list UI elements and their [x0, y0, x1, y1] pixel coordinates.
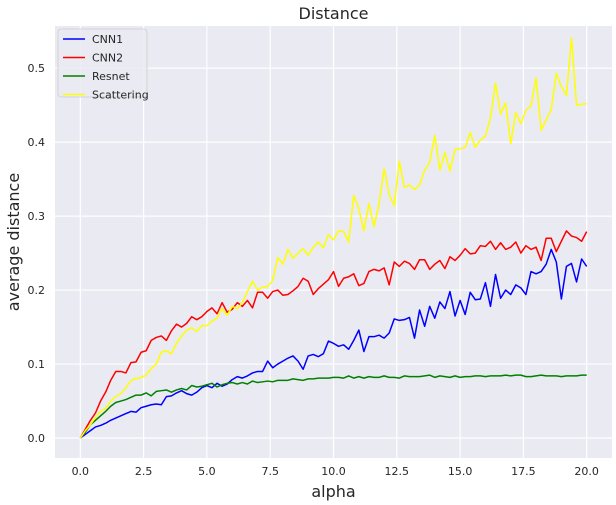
y-tick-label: 0.4 [28, 136, 46, 149]
series-line-cnn1 [79, 248, 588, 439]
y-tick-label: 0.3 [28, 210, 46, 223]
chart-title: Distance [299, 4, 369, 23]
x-tick-label: 17.5 [511, 465, 536, 478]
y-tick-label: 0.1 [28, 358, 46, 371]
y-tick-label: 0.2 [28, 284, 46, 297]
series-line-cnn2 [79, 230, 588, 439]
x-tick-label: 0.0 [72, 465, 90, 478]
legend-label-cnn2: CNN2 [92, 52, 123, 65]
x-tick-label: 15.0 [448, 465, 473, 478]
legend-label-scattering: Scattering [92, 89, 149, 102]
x-tick-label: 2.5 [135, 465, 153, 478]
legend: CNN1 CNN2 Resnet Scattering [57, 28, 149, 102]
legend-box [57, 28, 148, 98]
x-tick-label: 7.5 [261, 465, 279, 478]
grid [55, 26, 612, 458]
x-tick-label: 5.0 [198, 465, 216, 478]
tick-labels: 0.0 2.5 5.0 7.5 10.0 12.5 15.0 17.5 20.0 0.0 0.1 0.… [28, 62, 599, 478]
x-tick-label: 12.5 [385, 465, 410, 478]
legend-label-cnn1: CNN1 [92, 33, 123, 46]
series-lines [79, 37, 588, 439]
legend-label-resnet: Resnet [92, 70, 130, 83]
series-line-resnet [79, 374, 587, 439]
y-tick-label: 0.5 [28, 62, 46, 75]
x-tick-label: 20.0 [574, 465, 599, 478]
series-line-scattering [79, 37, 587, 439]
x-tick-label: 10.0 [321, 465, 346, 478]
x-axis-label: alpha [311, 482, 355, 501]
y-tick-label: 0.0 [28, 432, 46, 445]
y-axis-label: average distance [4, 173, 23, 311]
